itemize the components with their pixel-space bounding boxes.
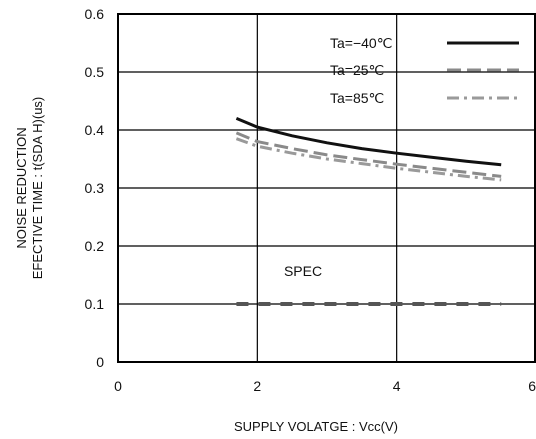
y-axis-title-line-2: EFECTIVE TIME : t(SDA H)(us): [30, 97, 45, 280]
x-tick-label: 4: [393, 378, 401, 394]
y-tick-label: 0.4: [85, 122, 105, 138]
x-axis-title: SUPPLY VOLATGE : Vcc(V): [234, 419, 398, 434]
grid: [118, 14, 536, 362]
series-layer: [235, 117, 502, 182]
series-line-2: [235, 131, 502, 178]
y-axis-title-line-1: NOISE REDUCTION: [14, 127, 29, 248]
series-line-1: [235, 117, 502, 167]
x-tick-label: 6: [528, 378, 536, 394]
legend-label: Ta=85℃: [330, 90, 384, 106]
y-tick-label: 0.3: [85, 180, 105, 196]
y-tick-label: 0: [96, 354, 104, 370]
y-tick-labels: 0 0.1 0.2 0.3 0.4 0.5 0.6: [85, 6, 105, 370]
series-line-3: [235, 137, 502, 182]
y-tick-label: 0.1: [85, 296, 105, 312]
legend: Ta=−40℃ Ta=25℃ Ta=85℃: [330, 35, 519, 106]
legend-label: Ta=−40℃: [330, 35, 392, 51]
x-tick-labels: 0 2 4 6: [114, 378, 536, 394]
spec-label: SPEC: [284, 263, 322, 279]
y-tick-label: 0.6: [85, 6, 105, 22]
y-tick-label: 0.2: [85, 238, 105, 254]
y-tick-label: 0.5: [85, 64, 105, 80]
legend-label: Ta=25℃: [330, 62, 384, 78]
plot-frame: [117, 13, 536, 363]
x-tick-label: 0: [114, 378, 122, 394]
x-tick-label: 2: [253, 378, 261, 394]
